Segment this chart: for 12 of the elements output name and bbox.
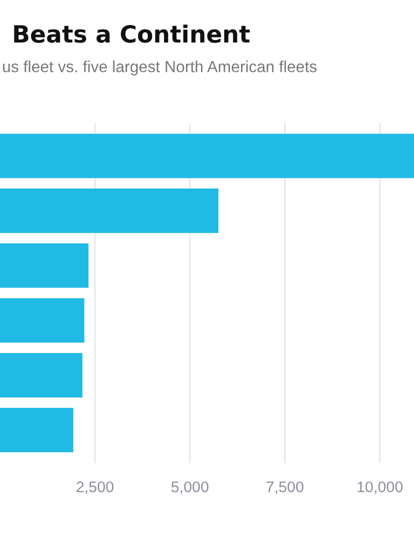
bar: [0, 298, 84, 343]
chart-subtitle: us fleet vs. five largest North American fleets: [3, 60, 317, 76]
x-tick-label: 2,500: [76, 481, 114, 494]
x-tick-label: 7,500: [266, 481, 304, 494]
bar: [0, 243, 88, 288]
x-tick-label: 5,000: [171, 481, 208, 494]
bar: [0, 188, 218, 233]
chart-title: Beats a Continent: [14, 24, 250, 43]
bar: [0, 408, 74, 452]
bar: [0, 134, 414, 178]
x-tick-label: 10,000: [358, 481, 403, 494]
bar: [0, 353, 82, 398]
